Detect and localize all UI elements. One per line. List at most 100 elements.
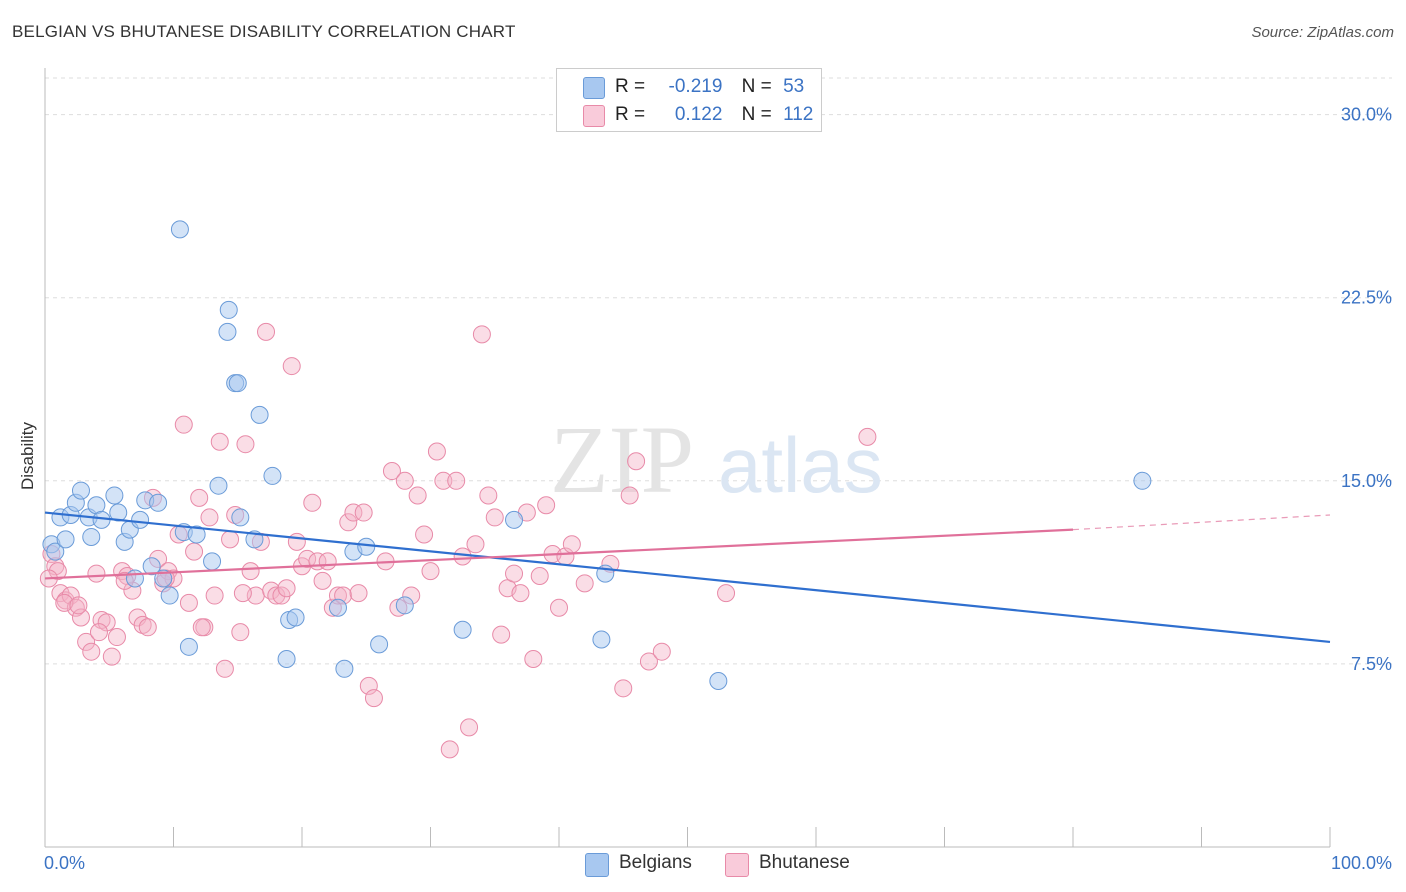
belgians-point xyxy=(228,374,247,393)
bhutanese-point xyxy=(192,618,211,637)
belgians-point xyxy=(263,466,282,485)
bhutanese-points xyxy=(39,322,877,759)
bhutanese-swatch xyxy=(725,853,749,877)
belgians-point xyxy=(231,508,250,527)
bhutanese-point xyxy=(215,659,234,678)
bhutanese-point xyxy=(550,598,568,617)
belgians-trend-line xyxy=(44,511,1331,644)
bhutanese-point xyxy=(511,584,530,603)
bhutanese-point xyxy=(82,642,101,661)
bhutanese-point xyxy=(492,625,511,644)
bhutanese-point xyxy=(472,325,491,344)
bhutanese-point xyxy=(364,689,383,708)
bhutanese-point xyxy=(344,503,363,522)
belgians-point xyxy=(56,530,75,549)
belgians-point xyxy=(592,630,611,649)
bhutanese-point xyxy=(97,613,116,632)
legend-n-value: 112 xyxy=(783,104,814,125)
belgians-point xyxy=(125,569,144,588)
bhutanese-point xyxy=(537,496,556,515)
bhutanese-point xyxy=(447,471,466,490)
bhutanese-point xyxy=(282,357,301,376)
y-tick-label: 7.5% xyxy=(1351,654,1392,674)
x-tick-label: 0.0% xyxy=(44,853,85,873)
legend-r-value: -0.219 xyxy=(668,76,723,97)
bhutanese-point xyxy=(421,562,440,581)
bhutanese-point xyxy=(440,740,459,759)
watermark: ZIP atlas xyxy=(550,406,883,513)
belgians-points xyxy=(42,220,1152,690)
belgians-point xyxy=(71,481,90,500)
bhutanese-point xyxy=(174,415,193,434)
bhutanese-point xyxy=(453,547,472,566)
bhutanese-point xyxy=(55,593,74,612)
bhutanese-point xyxy=(69,596,88,615)
belgians-point xyxy=(219,300,238,319)
axes xyxy=(44,68,1331,848)
y-tick-label: 15.0% xyxy=(1341,471,1392,491)
bhutanese-point xyxy=(313,571,332,590)
source-label: Source: ZipAtlas.com xyxy=(1251,24,1394,41)
bhutanese-point xyxy=(277,579,296,598)
bhutanese-point xyxy=(77,632,96,651)
legend-r-label: R = xyxy=(615,76,646,97)
bhutanese-point xyxy=(221,530,240,549)
bhutanese-trend-extension xyxy=(1072,514,1331,531)
watermark-zip: ZIP xyxy=(550,406,694,513)
y-axis-title: Disability xyxy=(18,421,37,490)
x-tick-label: 100.0% xyxy=(1331,853,1392,873)
bhutanese-label: Bhutanese xyxy=(759,852,850,873)
belgians-point xyxy=(187,525,206,544)
bhutanese-point xyxy=(858,427,877,446)
bhutanese-point xyxy=(200,508,219,527)
bhutanese-point xyxy=(298,549,317,568)
belgians-point xyxy=(277,650,296,669)
bhutanese-point xyxy=(48,562,67,581)
watermark-atlas: atlas xyxy=(718,421,883,509)
belgians-point xyxy=(203,552,222,571)
legend-n-label: N = xyxy=(741,76,772,97)
legend-n-value: 53 xyxy=(783,76,805,97)
belgians-point xyxy=(142,557,161,576)
belgians-point xyxy=(131,510,150,529)
bhutanese-point xyxy=(133,615,152,634)
bhutanese-point xyxy=(408,486,427,505)
legend-swatch-blue xyxy=(583,77,605,99)
belgians-point xyxy=(286,608,305,627)
bhutanese-point xyxy=(89,623,108,642)
belgians-point xyxy=(149,493,168,512)
bhutanese-point xyxy=(427,442,446,461)
bhutanese-point xyxy=(627,452,646,471)
bhutanese-point xyxy=(210,432,229,451)
axis-labels: 7.5% 15.0% 22.5% 30.0% 0.0% 100.0% Disability xyxy=(18,105,1392,873)
belgians-point xyxy=(395,596,414,615)
bhutanese-point xyxy=(185,542,204,561)
belgians-point xyxy=(250,405,269,424)
bhutanese-point xyxy=(339,513,358,532)
belgians-point xyxy=(709,671,728,690)
bhutanese-point xyxy=(102,647,121,666)
bhutanese-point xyxy=(267,586,286,605)
bhutanese-point xyxy=(524,650,543,669)
bhutanese-point xyxy=(236,435,255,454)
bhutanese-point xyxy=(575,574,594,593)
belgians-swatch xyxy=(585,853,609,877)
belgians-point xyxy=(179,637,198,656)
bhutanese-point xyxy=(318,552,337,571)
bhutanese-point xyxy=(717,584,736,603)
belgians-point xyxy=(1133,471,1152,490)
belgians-point xyxy=(82,527,101,546)
y-tick-label: 30.0% xyxy=(1341,105,1392,125)
belgians-point xyxy=(46,542,65,561)
y-tick-label: 22.5% xyxy=(1341,288,1392,308)
bhutanese-point xyxy=(87,564,106,583)
belgians-label: Belgians xyxy=(619,852,692,873)
belgians-point xyxy=(370,635,389,654)
bhutanese-point xyxy=(479,486,498,505)
bhutanese-point xyxy=(205,586,224,605)
bhutanese-point xyxy=(639,652,658,671)
belgians-point xyxy=(170,220,189,239)
belgians-point xyxy=(154,569,173,588)
bhutanese-point xyxy=(138,618,157,637)
